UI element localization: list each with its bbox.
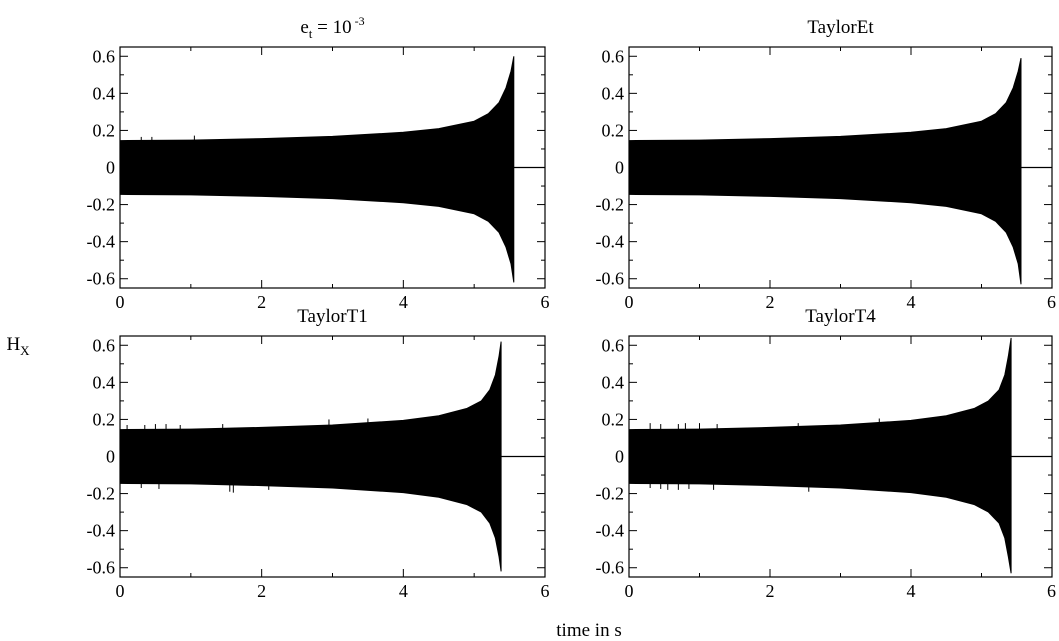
y-tick-label: -0.4 bbox=[87, 232, 116, 252]
y-tick-label: 0.6 bbox=[93, 335, 116, 355]
panel-taylor-et: TaylorEt -0.6 -0.4 -0.2 0 0.2 0.4 0.6 0 2 4 6 bbox=[596, 17, 1057, 312]
y-tick-label: -0.6 bbox=[596, 269, 625, 289]
x-tick-label: 6 bbox=[1047, 292, 1056, 312]
panel-title: TaylorT4 bbox=[805, 306, 876, 327]
y-tick-label: 0.2 bbox=[93, 409, 116, 429]
y-tick-label: -0.4 bbox=[596, 232, 625, 252]
y-tick-label: -0.4 bbox=[596, 521, 625, 541]
x-tick-label: 0 bbox=[625, 292, 634, 312]
panel-taylor-t4: TaylorT4 -0.6 -0.4 -0.2 0 0.2 0.4 0.6 0 2 4 6 bbox=[596, 306, 1057, 601]
y-tick-label: -0.2 bbox=[87, 195, 116, 215]
y-tick-label: 0.6 bbox=[602, 335, 625, 355]
waveform-area bbox=[119, 56, 515, 283]
x-tick-label: 6 bbox=[541, 581, 550, 601]
panel-title: TaylorT1 bbox=[297, 306, 367, 327]
x-tick-label: 0 bbox=[116, 581, 125, 601]
panel-title: et = 10 -3 bbox=[300, 14, 364, 41]
y-tick-label: -0.6 bbox=[596, 558, 625, 578]
x-tick-label: 6 bbox=[541, 292, 550, 312]
y-tick-label: 0.4 bbox=[93, 372, 116, 392]
y-tick-label: -0.2 bbox=[87, 484, 116, 504]
y-tick-label: -0.6 bbox=[87, 269, 116, 289]
y-tick-label: -0.6 bbox=[87, 558, 116, 578]
y-tick-label: 0.6 bbox=[93, 46, 116, 66]
y-tick-label: 0 bbox=[615, 158, 624, 178]
x-tick-label: 2 bbox=[766, 581, 775, 601]
x-tick-label: 4 bbox=[907, 292, 916, 312]
x-axis-label: time in s bbox=[556, 620, 621, 641]
panel-title: TaylorEt bbox=[807, 17, 874, 38]
y-tick-label: -0.2 bbox=[596, 195, 625, 215]
y-tick-label: 0 bbox=[615, 447, 624, 467]
y-tick-label: -0.2 bbox=[596, 484, 625, 504]
y-tick-label: 0.2 bbox=[602, 409, 625, 429]
y-tick-label: 0.2 bbox=[93, 120, 116, 140]
x-tick-label: 4 bbox=[907, 581, 916, 601]
waveform-area bbox=[628, 57, 1022, 285]
x-tick-label: 2 bbox=[257, 581, 266, 601]
x-tick-label: 4 bbox=[399, 581, 408, 601]
y-tick-label: 0.4 bbox=[93, 83, 116, 103]
waveform-area bbox=[628, 337, 1012, 574]
y-tick-label: 0.4 bbox=[602, 83, 625, 103]
panel-taylor-t1: TaylorT1 -0.6 -0.4 -0.2 0 0.2 0.4 0.6 0 2 4 6 bbox=[87, 306, 550, 601]
x-tick-label: 2 bbox=[766, 292, 775, 312]
panel-et: et = 10 -3 -0.6 -0.4 -0.2 0 0.2 0.4 0.6 0 2 4 6 bbox=[87, 14, 550, 312]
waveform-area bbox=[119, 341, 502, 572]
y-axis-label: HX bbox=[6, 334, 30, 358]
y-tick-label: 0 bbox=[106, 158, 115, 178]
x-tick-label: 0 bbox=[116, 292, 125, 312]
y-tick-label: -0.4 bbox=[87, 521, 116, 541]
y-tick-label: 0.6 bbox=[602, 46, 625, 66]
y-tick-label: 0.4 bbox=[602, 372, 625, 392]
x-tick-label: 2 bbox=[257, 292, 266, 312]
y-tick-label: 0.2 bbox=[602, 120, 625, 140]
x-tick-label: 0 bbox=[625, 581, 634, 601]
x-tick-label: 6 bbox=[1047, 581, 1056, 601]
y-tick-label: 0 bbox=[106, 447, 115, 467]
x-tick-label: 4 bbox=[399, 292, 408, 312]
